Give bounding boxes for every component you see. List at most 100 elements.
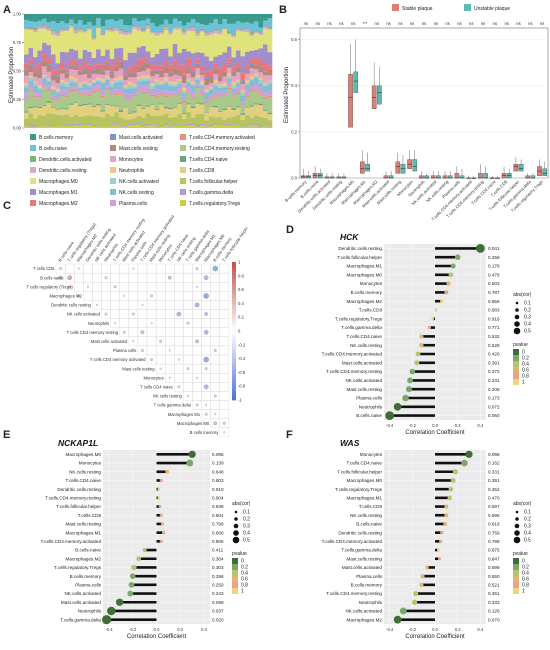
panel-d-pvalue: 0.041 xyxy=(488,246,500,251)
panel-e-size-legend-label: 0.3 xyxy=(243,524,250,530)
panel-a-bar-segment xyxy=(168,125,174,127)
panel-a-bar-segment xyxy=(96,89,101,91)
panel-a-bar-segment xyxy=(258,105,264,117)
panel-e-lollipop-dot xyxy=(136,556,142,562)
panel-a-bar-segment xyxy=(235,50,241,63)
panel-f-lollipop-dot xyxy=(452,469,459,475)
panel-f-pvalue: 0.550 xyxy=(488,574,500,579)
panel-a-bar-segment xyxy=(78,58,83,67)
panel-a-bar-segment xyxy=(217,30,223,32)
panel-a-bar-segment xyxy=(123,99,129,100)
panel-a-bar-segment xyxy=(249,68,255,76)
panel-a-bar-segment xyxy=(82,125,88,128)
panel-a-bar-segment xyxy=(231,88,237,92)
panel-c-colorbar-label: 0.8 xyxy=(238,273,244,278)
panel-a-bar-segment xyxy=(154,125,160,127)
panel-f-pvalue: 0.331 xyxy=(488,469,500,474)
panel-e-lollipop-dot xyxy=(142,548,147,553)
panel-a-bar-segment xyxy=(78,20,83,28)
panel-a-bar-segment xyxy=(51,80,56,87)
panel-c-row-label: T cells CD4 memory activated xyxy=(90,357,146,362)
panel-a-bar-segment xyxy=(240,22,246,30)
panel-a-legend: B.cells.memoryB.cells.naiveDendritic.cel… xyxy=(30,134,255,207)
panel-a-bar-segment xyxy=(235,68,241,73)
panel-letter-a: A xyxy=(3,4,11,16)
panel-a-bar-segment xyxy=(267,90,273,96)
panel-c-correlation-dot xyxy=(203,384,209,390)
panel-e-color-legend-title: pvalue xyxy=(232,551,247,557)
panel-a-bar-segment xyxy=(28,89,34,91)
panel-a-bar-segment xyxy=(262,124,268,126)
panel-d-row-label: Mast.cells.resting xyxy=(347,387,383,392)
panel-c-colorbar-segment xyxy=(232,386,236,391)
panel-a-bar-segment xyxy=(258,66,264,69)
panel-c-colorbar: 10.80.60.40.20-0.2-0.4-0.6-0.8-1 xyxy=(232,260,246,403)
panel-a-bar-segment xyxy=(82,67,88,69)
panel-c-correlation-dot xyxy=(186,394,189,397)
panel-e-lollipop-dot xyxy=(188,450,196,458)
panel-c-colorbar-segment xyxy=(232,327,236,332)
panel-a-legend-label: Mast.cells.resting xyxy=(119,146,158,152)
panel-a-bar-segment xyxy=(55,114,61,126)
panel-a-bar-segment xyxy=(46,71,52,79)
panel-a-bar-segment xyxy=(168,23,174,32)
panel-b-ytick-label: 0.4 xyxy=(291,83,297,88)
panel-a-legend-label: Neutrophils xyxy=(119,168,145,174)
panel-a-bar-segment xyxy=(42,88,47,105)
panel-a-bar-segment xyxy=(235,30,241,51)
panel-f-size-legend-label: 0.3 xyxy=(524,524,531,530)
panel-a-bar-segment xyxy=(163,67,169,74)
panel-a-bar-segment xyxy=(118,34,124,49)
panel-a-bar-segment xyxy=(222,108,228,111)
panel-e-pvalue: 0.296 xyxy=(212,574,224,579)
panel-a-bar-segment xyxy=(199,85,205,89)
panel-c-correlation-dot xyxy=(104,276,108,280)
panel-e-pvalue: 0.668 xyxy=(212,530,224,535)
panel-a-bar-segment xyxy=(28,107,34,109)
panel-a-bar-segment xyxy=(132,92,138,96)
panel-c-colorbar-segment xyxy=(232,348,236,353)
panel-letter-e: E xyxy=(3,429,10,441)
panel-a-bar-segment xyxy=(262,109,268,111)
panel-a-bar-segment xyxy=(28,28,34,31)
panel-c-colorbar-segment xyxy=(232,331,236,335)
panel-d-xtick-label: -0.4 xyxy=(386,423,394,428)
panel-a-bar-segment xyxy=(141,71,147,76)
panel-b-significance: ns xyxy=(504,21,508,26)
panel-a-bar-segment xyxy=(240,80,246,85)
panel-a-bar-segment xyxy=(186,27,192,29)
panel-a-bar-segment xyxy=(91,116,97,126)
panel-a-bar-segment xyxy=(118,68,124,77)
panel-a-bar-segment xyxy=(222,76,228,83)
panel-a-bar-segment xyxy=(33,81,38,83)
panel-a-bar-segment xyxy=(213,69,219,70)
panel-c-grid-cell xyxy=(219,427,230,438)
panel-a-bar-segment xyxy=(69,65,74,70)
panel-a-bar-segment xyxy=(91,79,97,83)
panel-a-bar-segment xyxy=(55,63,61,71)
panel-a-bar-segment xyxy=(244,84,250,90)
panel-a-bar-segment xyxy=(114,80,119,83)
panel-a-bar-segment xyxy=(181,31,187,35)
panel-a-bar-segment xyxy=(123,30,129,33)
panel-a-legend-swatch xyxy=(30,134,36,140)
panel-a-bar-segment xyxy=(159,93,165,96)
panel-a-bar-segment xyxy=(28,59,34,65)
panel-c-row-label: T cells regulatory (Tregs) xyxy=(26,284,73,289)
panel-a-bar-segment xyxy=(177,27,183,30)
panel-a-bar-segment xyxy=(55,101,61,110)
panel-c-correlation-dot xyxy=(176,311,182,317)
panel-c-correlation-dot xyxy=(196,285,199,288)
panel-a-bar-segment xyxy=(46,80,52,82)
panel-a-bar-segment xyxy=(177,103,183,105)
panel-a-bar-segment xyxy=(199,74,205,81)
panel-a-bar-segment xyxy=(51,76,56,78)
panel-a-bar-segment xyxy=(195,52,201,59)
panel-a-bar-segment xyxy=(24,69,29,71)
panel-a-bar-segment xyxy=(78,82,83,86)
panel-d-pvalue: 0.178 xyxy=(488,264,500,269)
panel-a-bar-segment xyxy=(199,71,205,73)
panel-a-bar-segment xyxy=(190,77,196,82)
panel-a-bar-segment xyxy=(226,33,232,35)
panel-b-box xyxy=(483,173,488,179)
